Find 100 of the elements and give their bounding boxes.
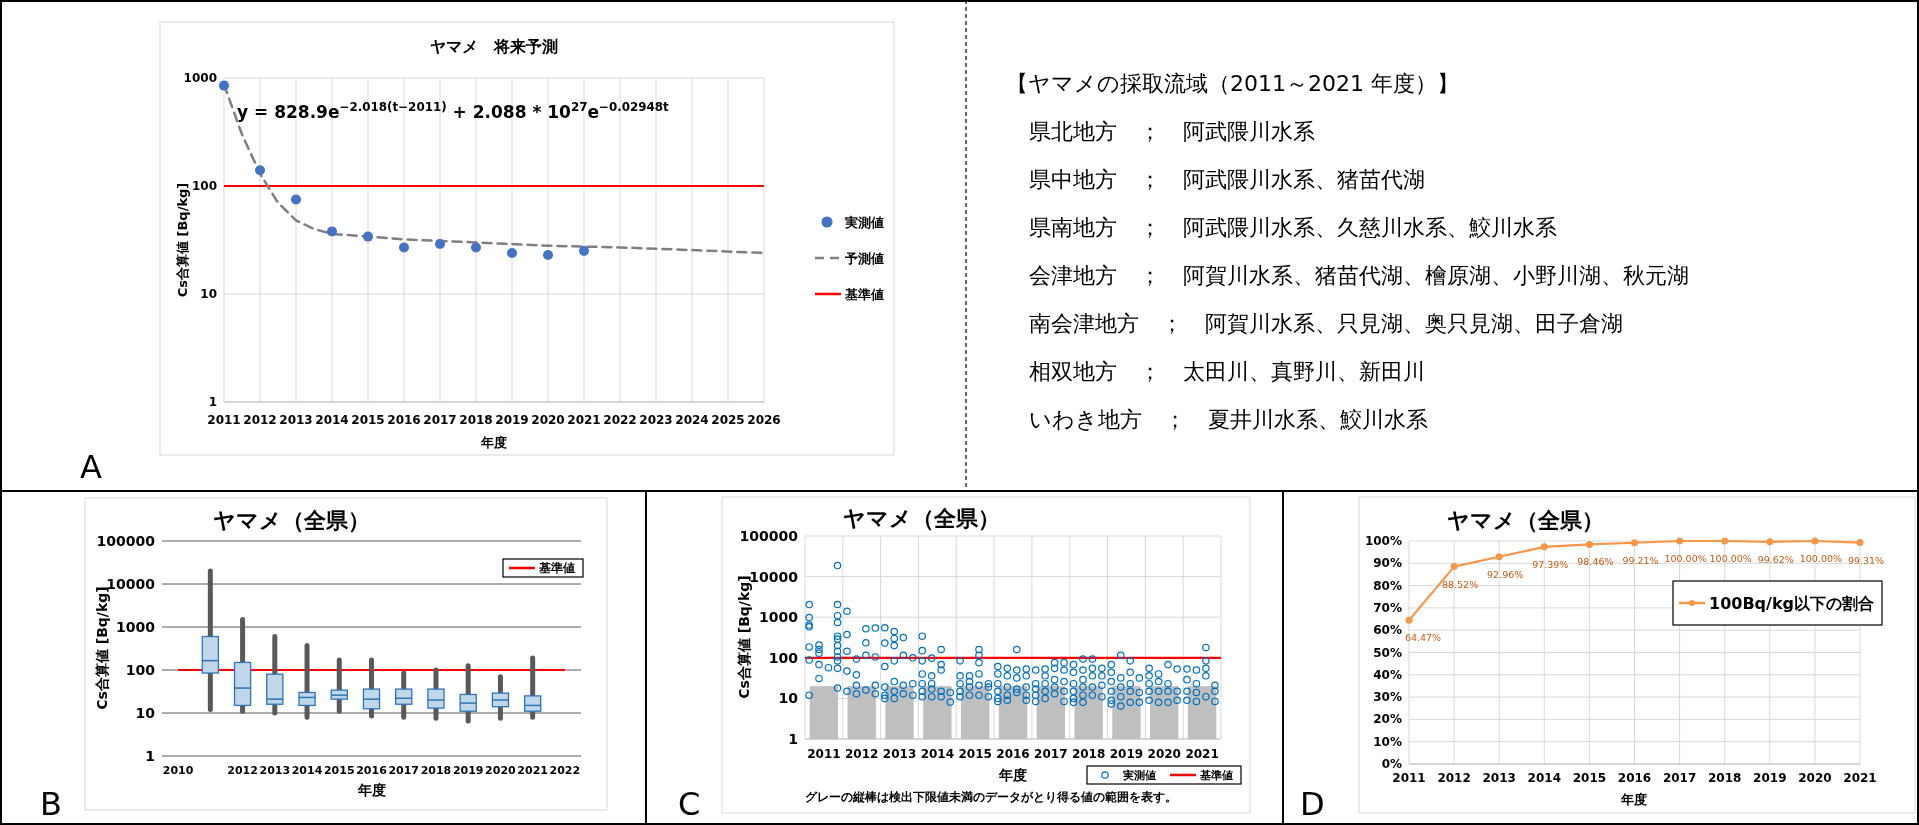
legend-label: 実測値: [844, 214, 884, 230]
x-tick-label: 2017: [423, 413, 457, 427]
y-tick-label: 1: [208, 395, 217, 409]
x-tick-label: 2016: [356, 763, 388, 777]
y-tick-label: 1000: [759, 609, 799, 626]
text: D: [1300, 785, 1325, 823]
x-tick-label: 2017: [1662, 771, 1697, 785]
data-label: 100.00%: [1709, 552, 1752, 564]
point: [507, 247, 517, 258]
data-label: 100.00%: [1799, 552, 1843, 564]
y-tick-label: 1: [145, 748, 155, 764]
x-tick-label: 2013: [279, 413, 313, 427]
y-tick-label: 40%: [1373, 667, 1402, 682]
x-tick-label: 2022: [603, 413, 637, 427]
legend-label: 基準値: [538, 561, 575, 575]
x-tick-label: 2018: [459, 413, 493, 427]
x-tick-label: 2026: [747, 413, 781, 427]
text: A: [80, 448, 102, 486]
text: 県中地方 ； 阿武隈川水系、猪苗代湖: [1029, 166, 1425, 192]
x-tick-label: 2019: [495, 413, 529, 427]
x-tick-label: 2018: [420, 763, 452, 777]
point: [291, 194, 301, 205]
x-tick-label: 2018: [1071, 747, 1106, 761]
legend-label: 基準値: [844, 286, 884, 302]
x-tick-label: 2022: [549, 763, 581, 777]
y-tick-label: 90%: [1373, 556, 1402, 571]
x-tick-label: 2020: [1147, 747, 1181, 761]
legend-label: 予測値: [844, 250, 884, 266]
x-tick-label: 2011: [1392, 771, 1426, 785]
text: 南会津地方 ； 阿賀川水系、只見湖、奥只見湖、田子倉湖: [1029, 310, 1623, 336]
x-tick-label: 2015: [958, 747, 992, 761]
x-tick-label: 2025: [711, 413, 745, 427]
y-tick-label: 100: [125, 662, 156, 678]
y-tick-label: 100: [768, 649, 799, 666]
y-tick-label: 10: [778, 690, 799, 707]
x-tick-label: 2010: [162, 763, 194, 777]
legend-label: 実測値: [1122, 768, 1156, 782]
point: [471, 242, 481, 253]
x-tick-label: 2012: [243, 413, 277, 427]
text: 相双地方 ； 太田川、真野川、新田川: [1029, 358, 1425, 384]
x-tick-label: 2015: [351, 413, 385, 427]
x-tick-label: 2013: [882, 747, 917, 761]
y-tick-label: 100: [191, 179, 217, 193]
data-label: 97.39%: [1532, 558, 1569, 570]
point: [1540, 543, 1548, 551]
y-tick-label: 80%: [1373, 578, 1402, 593]
y-tick-label: 100000: [96, 533, 156, 549]
chart-title: ヤマメ（全県）: [212, 507, 370, 533]
y-tick-label: 1: [788, 731, 798, 747]
x-axis-title: 年度: [998, 767, 1027, 783]
y-tick-label: 0%: [1381, 757, 1402, 771]
point: [1721, 537, 1729, 545]
text: B: [40, 785, 62, 823]
text: 会津地方 ； 阿賀川水系、猪苗代湖、檜原湖、小野川湖、秋元湖: [1029, 262, 1689, 288]
y-tick-label: 10: [135, 705, 156, 721]
x-tick-label: 2014: [1527, 771, 1561, 785]
x-tick-label: 2016: [996, 747, 1030, 761]
x-tick-label: 2012: [227, 763, 258, 777]
legend-label: 100Bq/kg以下の割合: [1709, 593, 1874, 613]
point: [1450, 563, 1458, 571]
text: 県南地方 ； 阿武隈川水系、久慈川水系、鮫川水系: [1029, 214, 1557, 240]
point: [255, 165, 265, 176]
data-label: 99.21%: [1622, 554, 1659, 566]
x-tick-label: 2013: [1482, 771, 1516, 785]
x-tick-label: 2021: [567, 413, 601, 427]
x-tick-label: 2015: [323, 763, 355, 777]
x-tick-label: 2019: [452, 763, 484, 777]
chart-title: ヤマメ（全県）: [1446, 507, 1604, 533]
x-tick-label: 2020: [531, 413, 565, 427]
x-tick-label: 2014: [315, 413, 349, 427]
y-tick-label: 100000: [739, 528, 799, 544]
x-tick-label: 2021: [517, 763, 548, 777]
point: [1811, 537, 1819, 545]
y-tick-label: 50%: [1373, 645, 1402, 660]
y-tick-label: 1000: [116, 619, 156, 635]
x-axis-title: 年度: [1620, 791, 1647, 807]
x-tick-label: 2016: [1617, 771, 1652, 785]
point: [363, 231, 373, 242]
x-tick-label: 2014: [291, 763, 323, 777]
point: [435, 239, 445, 250]
point: [1405, 616, 1413, 624]
point: [1856, 539, 1864, 547]
text: 県北地方 ； 阿武隈川水系: [1029, 118, 1315, 144]
x-tick-label: 2018: [1708, 771, 1742, 785]
point: [219, 80, 229, 91]
y-tick-label: 10%: [1373, 734, 1402, 749]
y-tick-label: 70%: [1373, 600, 1402, 615]
text: いわき地方 ； 夏井川水系、鮫川水系: [1029, 406, 1428, 432]
point: [579, 246, 589, 257]
point: [1766, 538, 1774, 546]
x-tick-label: 2017: [388, 763, 420, 777]
x-axis-title: 年度: [357, 782, 386, 798]
y-tick-label: 1000: [183, 71, 217, 85]
text: グレーの縦棒は検出下限値未満のデータがとり得る値の範囲を表す。: [805, 790, 1177, 804]
x-tick-label: 2013: [259, 763, 291, 777]
data-label: 99.62%: [1757, 553, 1794, 565]
data-label: 100.00%: [1664, 552, 1707, 564]
x-tick-label: 2015: [1572, 771, 1607, 785]
chart-title: ヤマメ（全県）: [842, 505, 1000, 531]
legend-label: 基準値: [1199, 768, 1233, 782]
